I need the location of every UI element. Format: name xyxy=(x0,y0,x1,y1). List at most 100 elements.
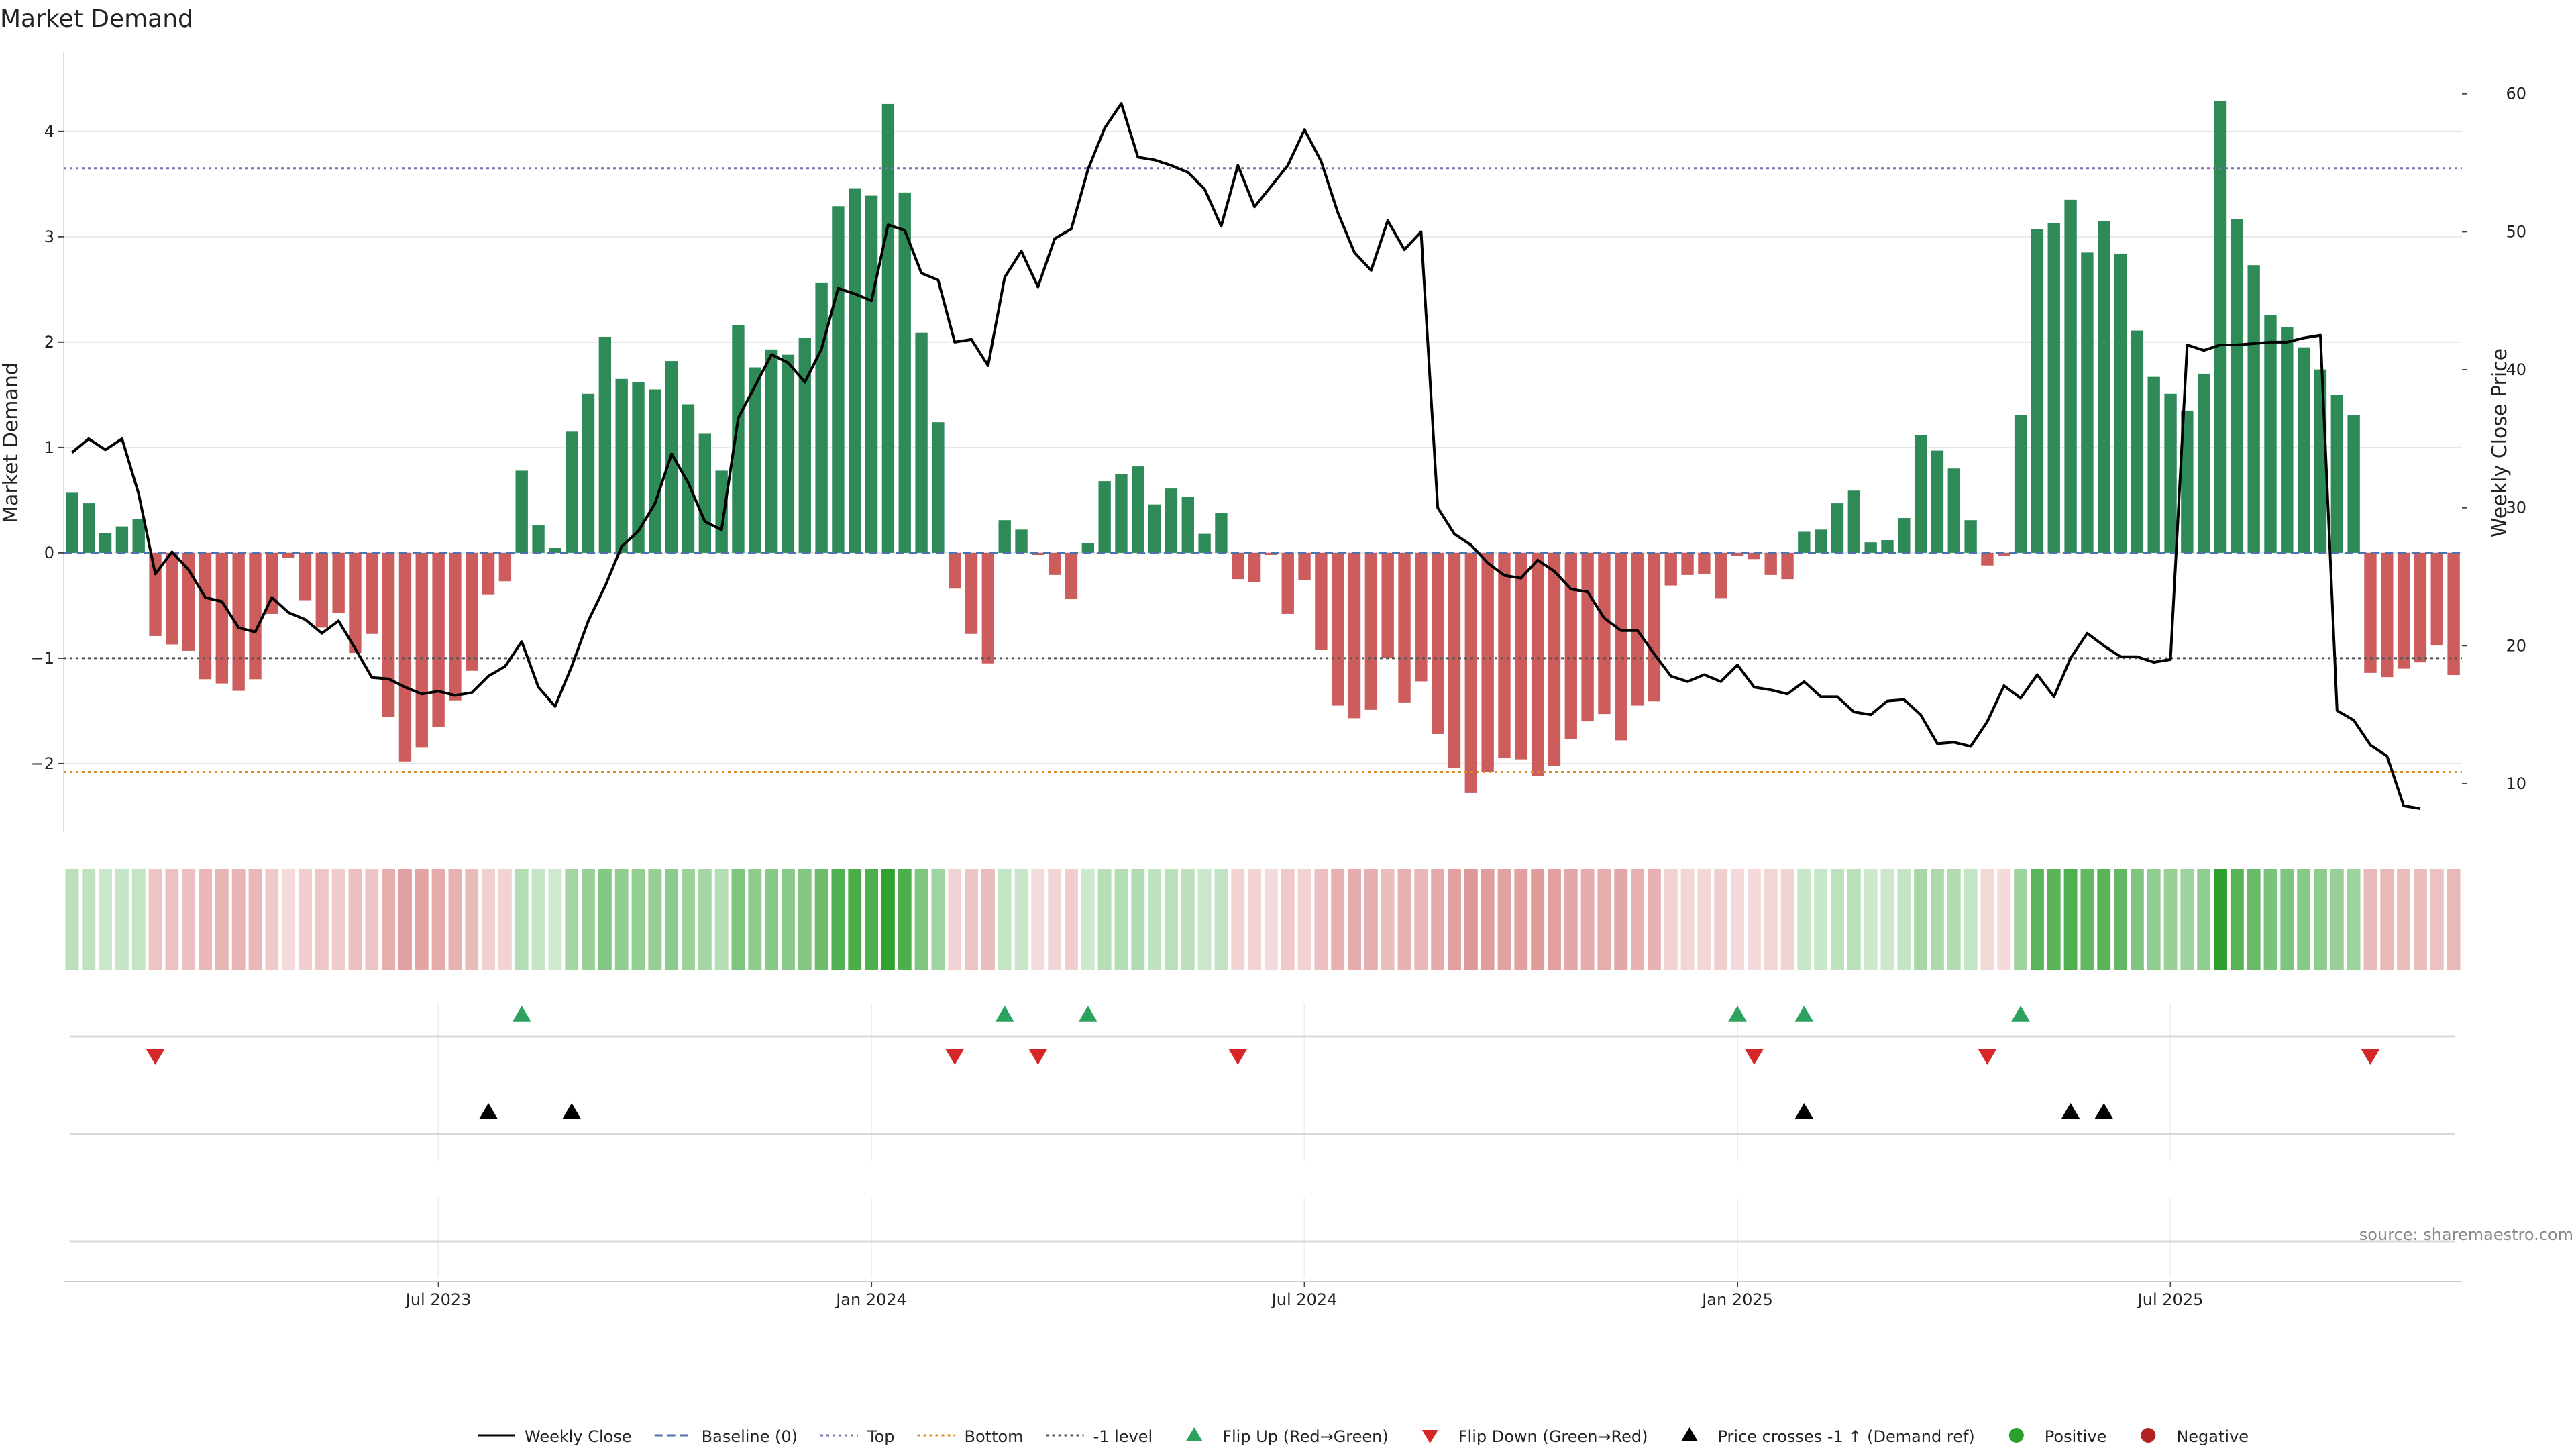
heat-strip xyxy=(65,869,2461,970)
demand-bar xyxy=(2164,393,2177,553)
heat-cell xyxy=(1914,869,1928,970)
demand-bar xyxy=(682,404,695,553)
heat-cell xyxy=(1531,869,1545,970)
heat-cell xyxy=(299,869,312,970)
demand-bar xyxy=(2347,415,2360,553)
demand-bar xyxy=(1598,552,1611,715)
y2-tick-label: 60 xyxy=(2506,85,2526,103)
demand-bar xyxy=(432,552,445,727)
demand-bar xyxy=(1364,552,1378,710)
demand-bar xyxy=(1415,552,1428,682)
heat-cell xyxy=(748,869,762,970)
heat-cell xyxy=(548,869,562,970)
heat-cell xyxy=(1980,869,1994,970)
demand-bar xyxy=(1615,552,1627,741)
heat-cell xyxy=(1297,869,1311,970)
chart-title: Market Demand xyxy=(0,5,193,33)
heat-cell xyxy=(1197,869,1212,970)
heat-cell xyxy=(1614,869,1628,970)
heat-cell xyxy=(2080,869,2094,970)
heat-cell xyxy=(648,869,662,970)
demand-bar xyxy=(349,552,362,654)
heat-cell xyxy=(465,869,479,970)
heat-cell xyxy=(82,869,96,970)
heat-cell xyxy=(2414,869,2427,970)
flip-down-marker xyxy=(1228,1049,1248,1065)
legend-item-price-cross: Price crosses -1 ↑ (Demand ref) xyxy=(1681,1427,1975,1446)
demand-bar xyxy=(282,552,295,558)
heat-cell xyxy=(215,869,229,970)
legend-swatch xyxy=(1681,1427,1698,1441)
heat-cell xyxy=(814,869,828,970)
heat-cell xyxy=(2430,869,2444,970)
demand-bar xyxy=(2264,314,2277,553)
y-tick-label: 4 xyxy=(44,122,54,141)
legend-item-negative: Negative xyxy=(2141,1427,2249,1446)
demand-bar xyxy=(532,525,545,553)
legend-label: Top xyxy=(867,1427,895,1446)
demand-bar xyxy=(981,552,995,664)
legend-swatch xyxy=(1186,1427,1203,1441)
y-tick-label: 0 xyxy=(44,543,54,562)
demand-bar xyxy=(1548,552,1561,766)
heat-cell xyxy=(131,869,146,970)
heat-cell xyxy=(1031,869,1045,970)
demand-bar xyxy=(582,393,595,553)
heat-cell xyxy=(2114,869,2127,970)
y2-tick-label: 20 xyxy=(2506,636,2526,655)
legend-item-flip-down: Flip Down (Green→Red) xyxy=(1421,1427,1648,1446)
demand-bar xyxy=(1498,552,1511,759)
demand-bar xyxy=(2014,415,2027,553)
flip-up-marker xyxy=(1078,1006,1097,1022)
heat-cell xyxy=(199,869,212,970)
demand-bar xyxy=(66,492,78,553)
demand-bar xyxy=(1081,543,1095,553)
heat-cell xyxy=(2063,869,2078,970)
heat-cell xyxy=(698,869,712,970)
demand-bar xyxy=(1381,552,1394,658)
demand-bar xyxy=(2397,552,2410,669)
demand-bar xyxy=(1931,450,1944,553)
demand-bar xyxy=(632,382,645,553)
heat-cell xyxy=(865,869,879,970)
demand-bar xyxy=(2364,552,2377,673)
demand-bar xyxy=(1332,552,1344,706)
heat-cell xyxy=(2130,869,2144,970)
y2-tick-label: 50 xyxy=(2506,222,2526,241)
flip-down-marker xyxy=(146,1049,165,1065)
flip-down-marker xyxy=(1744,1049,1764,1065)
demand-bar xyxy=(749,367,761,553)
heat-cell xyxy=(1548,869,1561,970)
demand-bar xyxy=(1181,497,1194,553)
demand-bar xyxy=(1531,552,1544,776)
heat-cell xyxy=(65,869,79,970)
demand-bar xyxy=(99,533,112,553)
heat-cell xyxy=(1131,869,1145,970)
demand-bar xyxy=(2247,265,2260,553)
demand-bar xyxy=(2414,552,2427,663)
demand-bar xyxy=(449,552,462,701)
x-tick-label: Jul 2025 xyxy=(2137,1290,2204,1309)
x-axis: Jul 2023 Jan 2024 Jul 2024 Jan 2025 Jul 2025 xyxy=(64,1281,2462,1309)
demand-bar xyxy=(1681,552,1694,575)
legend-item-baseline: Baseline (0) xyxy=(654,1427,798,1446)
demand-bar xyxy=(1964,520,1977,553)
demand-bar xyxy=(2214,101,2227,553)
heat-cell xyxy=(2380,869,2394,970)
demand-bar xyxy=(299,552,312,601)
flip-up-marker xyxy=(2011,1006,2031,1022)
heat-cell xyxy=(1880,869,1894,970)
demand-bar xyxy=(1947,468,1960,553)
demand-bar xyxy=(1881,540,1894,553)
heat-cell xyxy=(1214,869,1228,970)
heat-cell xyxy=(1114,869,1128,970)
demand-bar xyxy=(1248,552,1261,582)
heat-cell xyxy=(1381,869,1395,970)
heat-cell xyxy=(1331,869,1345,970)
heat-cell xyxy=(348,869,362,970)
heat-cell xyxy=(1514,869,1528,970)
legend-item-positive: Positive xyxy=(2008,1427,2106,1446)
heat-cell xyxy=(2163,869,2178,970)
demand-bar xyxy=(998,520,1011,553)
